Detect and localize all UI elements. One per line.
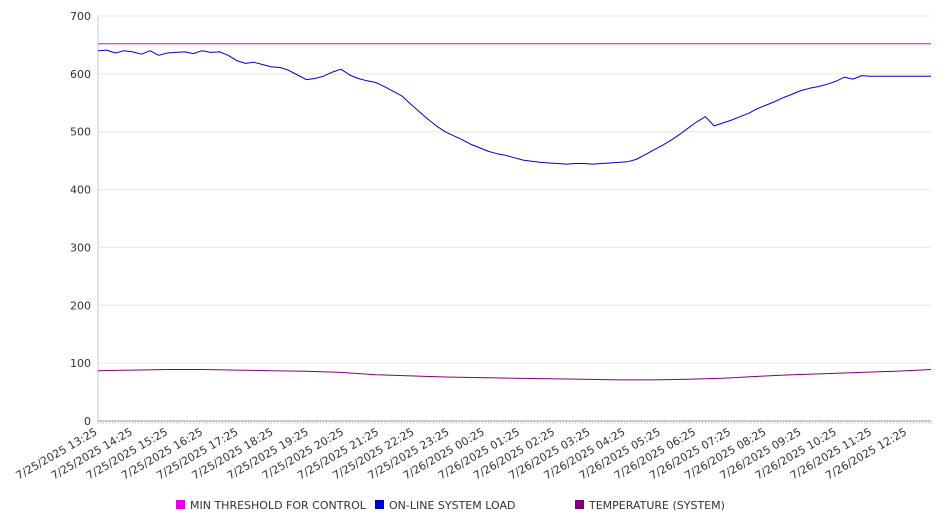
- y-tick-label: 500: [70, 126, 91, 139]
- y-tick-label: 300: [70, 241, 91, 254]
- legend-swatch: [575, 500, 584, 509]
- legend: MIN THRESHOLD FOR CONTROL ON-LINE SYSTEM …: [176, 499, 725, 512]
- y-tick-label: 700: [70, 10, 91, 23]
- axes: [97, 16, 932, 424]
- y-tick-labels: 0 100 200 300 400 500 600 700: [70, 10, 91, 428]
- x-tick-labels: 7/25/2025 13:257/25/2025 14:257/25/2025 …: [14, 425, 909, 482]
- y-tick-label: 600: [70, 68, 91, 81]
- legend-label: TEMPERATURE (SYSTEM): [588, 499, 725, 512]
- series-line-1: [97, 49, 931, 165]
- grid-lines: [98, 15, 931, 364]
- y-tick-label: 100: [70, 357, 91, 370]
- legend-swatch: [176, 500, 185, 509]
- y-tick-label: 200: [70, 299, 91, 312]
- series-lines: [97, 43, 932, 381]
- series-line-2: [97, 369, 932, 381]
- legend-label: ON-LINE SYSTEM LOAD: [389, 499, 515, 512]
- legend-label: MIN THRESHOLD FOR CONTROL: [190, 499, 367, 512]
- y-tick-label: 0: [84, 415, 91, 428]
- legend-swatch: [375, 500, 384, 509]
- y-tick-label: 400: [70, 184, 91, 197]
